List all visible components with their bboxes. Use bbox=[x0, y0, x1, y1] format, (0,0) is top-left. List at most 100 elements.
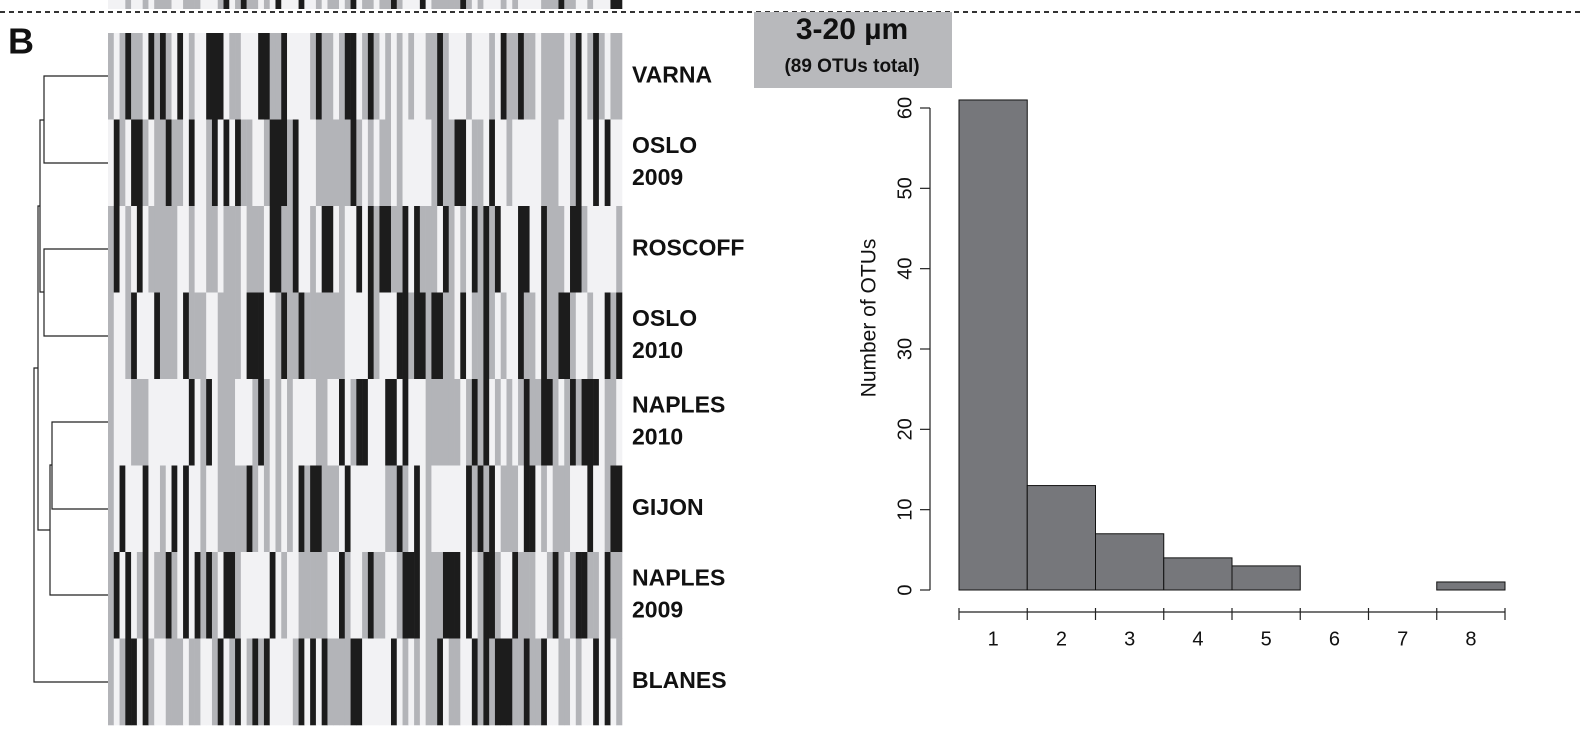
heat-cell bbox=[304, 638, 311, 726]
heat-cell bbox=[235, 206, 242, 293]
heat-cell bbox=[223, 552, 230, 639]
heat-cell bbox=[558, 638, 565, 726]
heat-cell bbox=[402, 292, 409, 380]
heat-cell bbox=[287, 206, 294, 293]
heat-cell bbox=[350, 638, 357, 726]
heat-cell bbox=[246, 0, 253, 9]
heat-cell bbox=[142, 0, 149, 9]
heat-cell bbox=[350, 206, 357, 293]
heat-cell bbox=[442, 292, 450, 380]
heat-cell bbox=[564, 206, 571, 293]
heat-cell bbox=[558, 292, 565, 380]
heat-cell bbox=[454, 638, 461, 726]
heat-cell bbox=[425, 379, 432, 466]
heat-cell bbox=[240, 119, 247, 207]
heat-cell bbox=[125, 379, 132, 466]
heat-cell bbox=[235, 638, 242, 726]
heat-cell bbox=[200, 0, 207, 9]
heat-cell bbox=[390, 292, 398, 380]
heat-cell bbox=[235, 119, 242, 207]
heat-cell bbox=[131, 292, 138, 380]
heat-cell bbox=[275, 552, 282, 639]
heat-cell bbox=[211, 206, 219, 293]
heat-cell bbox=[292, 292, 299, 380]
heat-cell bbox=[367, 119, 374, 207]
heat-cell bbox=[552, 552, 559, 639]
heat-cell bbox=[258, 379, 265, 466]
heat-cell bbox=[523, 119, 530, 207]
heat-cell bbox=[119, 119, 126, 207]
heat-cell bbox=[570, 206, 577, 293]
heat-cell bbox=[616, 33, 623, 120]
heat-cell bbox=[281, 119, 288, 207]
heat-cell bbox=[442, 119, 450, 207]
heat-cell bbox=[512, 0, 519, 9]
heat-cell bbox=[518, 292, 525, 380]
heat-cell bbox=[581, 638, 588, 726]
heat-cell bbox=[587, 206, 594, 293]
heat-cell bbox=[610, 638, 617, 726]
heat-cell bbox=[506, 119, 513, 207]
heat-cell bbox=[287, 552, 294, 639]
heat-cell bbox=[431, 465, 438, 553]
heat-cell bbox=[154, 206, 161, 293]
heat-cell bbox=[154, 379, 161, 466]
heat-cell bbox=[448, 119, 455, 207]
heat-cell bbox=[437, 638, 444, 726]
heat-cell bbox=[206, 0, 213, 9]
heat-cell bbox=[217, 292, 224, 380]
heat-cell bbox=[431, 292, 438, 380]
heat-cell bbox=[610, 465, 617, 553]
heat-cell bbox=[183, 0, 190, 9]
heat-cell bbox=[136, 638, 143, 726]
heat-cell bbox=[425, 33, 432, 120]
heat-cell bbox=[136, 292, 143, 380]
heat-cell bbox=[575, 0, 582, 9]
heat-cell bbox=[292, 379, 299, 466]
heat-cell bbox=[396, 552, 403, 639]
heat-cell bbox=[269, 379, 276, 466]
heat-cell bbox=[194, 552, 201, 639]
heat-cell bbox=[327, 552, 334, 639]
heat-cell bbox=[408, 0, 415, 9]
heat-cell bbox=[269, 119, 276, 207]
heat-cell bbox=[604, 119, 611, 207]
heat-cell bbox=[494, 0, 502, 9]
heat-cell bbox=[570, 638, 577, 726]
heat-cell bbox=[188, 379, 195, 466]
heat-cell bbox=[119, 552, 126, 639]
heat-cell bbox=[466, 292, 473, 380]
heat-cell bbox=[362, 638, 369, 726]
heat-cell bbox=[598, 119, 605, 207]
heat-cell bbox=[500, 0, 507, 9]
heat-cell bbox=[165, 465, 172, 553]
heat-cell bbox=[154, 292, 161, 380]
heat-cell bbox=[419, 33, 426, 120]
heat-cell bbox=[512, 292, 519, 380]
heat-cell bbox=[541, 0, 548, 9]
heat-cell bbox=[177, 379, 184, 466]
heat-cell bbox=[529, 292, 536, 380]
heat-cell bbox=[292, 0, 299, 9]
heat-cell bbox=[367, 33, 374, 120]
heat-cell bbox=[541, 292, 548, 380]
heat-cell bbox=[188, 0, 195, 9]
heat-cell bbox=[275, 0, 282, 9]
heat-cell bbox=[483, 292, 490, 380]
heat-cell bbox=[177, 33, 184, 120]
heat-cell bbox=[235, 292, 242, 380]
heat-cell bbox=[206, 379, 213, 466]
row-label: GIJON bbox=[632, 494, 704, 520]
heat-cell bbox=[535, 33, 542, 120]
heat-cell bbox=[448, 292, 455, 380]
heat-cell bbox=[333, 119, 340, 207]
heat-cell bbox=[281, 0, 288, 9]
heat-cell bbox=[229, 206, 236, 293]
heat-cell bbox=[240, 379, 247, 466]
heat-cell bbox=[587, 552, 594, 639]
heat-cell bbox=[593, 119, 600, 207]
heat-cell bbox=[471, 292, 478, 380]
heat-cell bbox=[477, 119, 484, 207]
heat-cell bbox=[171, 465, 178, 553]
heat-cell bbox=[408, 465, 415, 553]
